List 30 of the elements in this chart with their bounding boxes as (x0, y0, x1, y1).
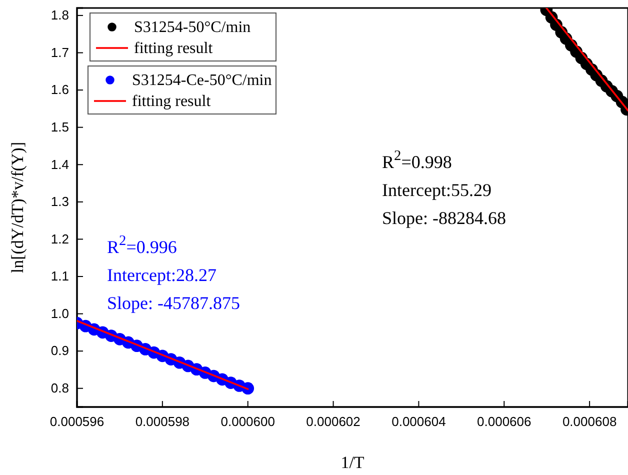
y-axis-title: ln[(dY/dT)*v/f(Y)] (8, 142, 27, 274)
y-tick-label: 1.7 (50, 44, 69, 60)
annotation: Intercept:28.27 (107, 265, 216, 285)
x-tick-label: 0.000598 (135, 414, 190, 430)
y-tick-label: 1.0 (50, 306, 69, 321)
x-tick-label: 0.000606 (477, 414, 532, 430)
x-tick-label: 0.000608 (562, 414, 617, 430)
x-tick-label: 0.000604 (392, 414, 446, 430)
legend-label: S31254-50°C/min (134, 19, 251, 36)
annotation: R$^{2}$=0.996 (107, 233, 177, 257)
legend-label: S31254-Ce-50°C/min (132, 72, 272, 89)
y-tick-label: 0.8 (50, 380, 69, 396)
legend-label: fitting result (134, 40, 214, 57)
annotation: Slope: -88284.68 (382, 208, 506, 228)
y-tick-label: 1.2 (50, 231, 69, 246)
annotation: Slope: -45787.875 (107, 293, 240, 313)
annotation: Intercept:55.29 (382, 180, 492, 200)
y-tick-label: 1.1 (50, 268, 69, 284)
y-tick-label: 1.3 (50, 194, 69, 210)
y-tick-label: 1.8 (50, 8, 69, 23)
x-tick-label: 0.000602 (306, 414, 360, 430)
annotation: R$^{2}$=0.998 (382, 148, 452, 172)
x-axis-title: 1/T (340, 453, 365, 472)
legend-label: fitting result (132, 93, 212, 110)
y-tick-label: 1.4 (50, 156, 69, 172)
y-tick-label: 1.6 (50, 82, 69, 98)
y-tick-label: 1.5 (50, 119, 69, 134)
y-tick-label: 0.9 (50, 343, 69, 358)
x-tick-label: 0.000600 (220, 414, 275, 430)
x-tick-label: 0.000596 (50, 414, 104, 430)
